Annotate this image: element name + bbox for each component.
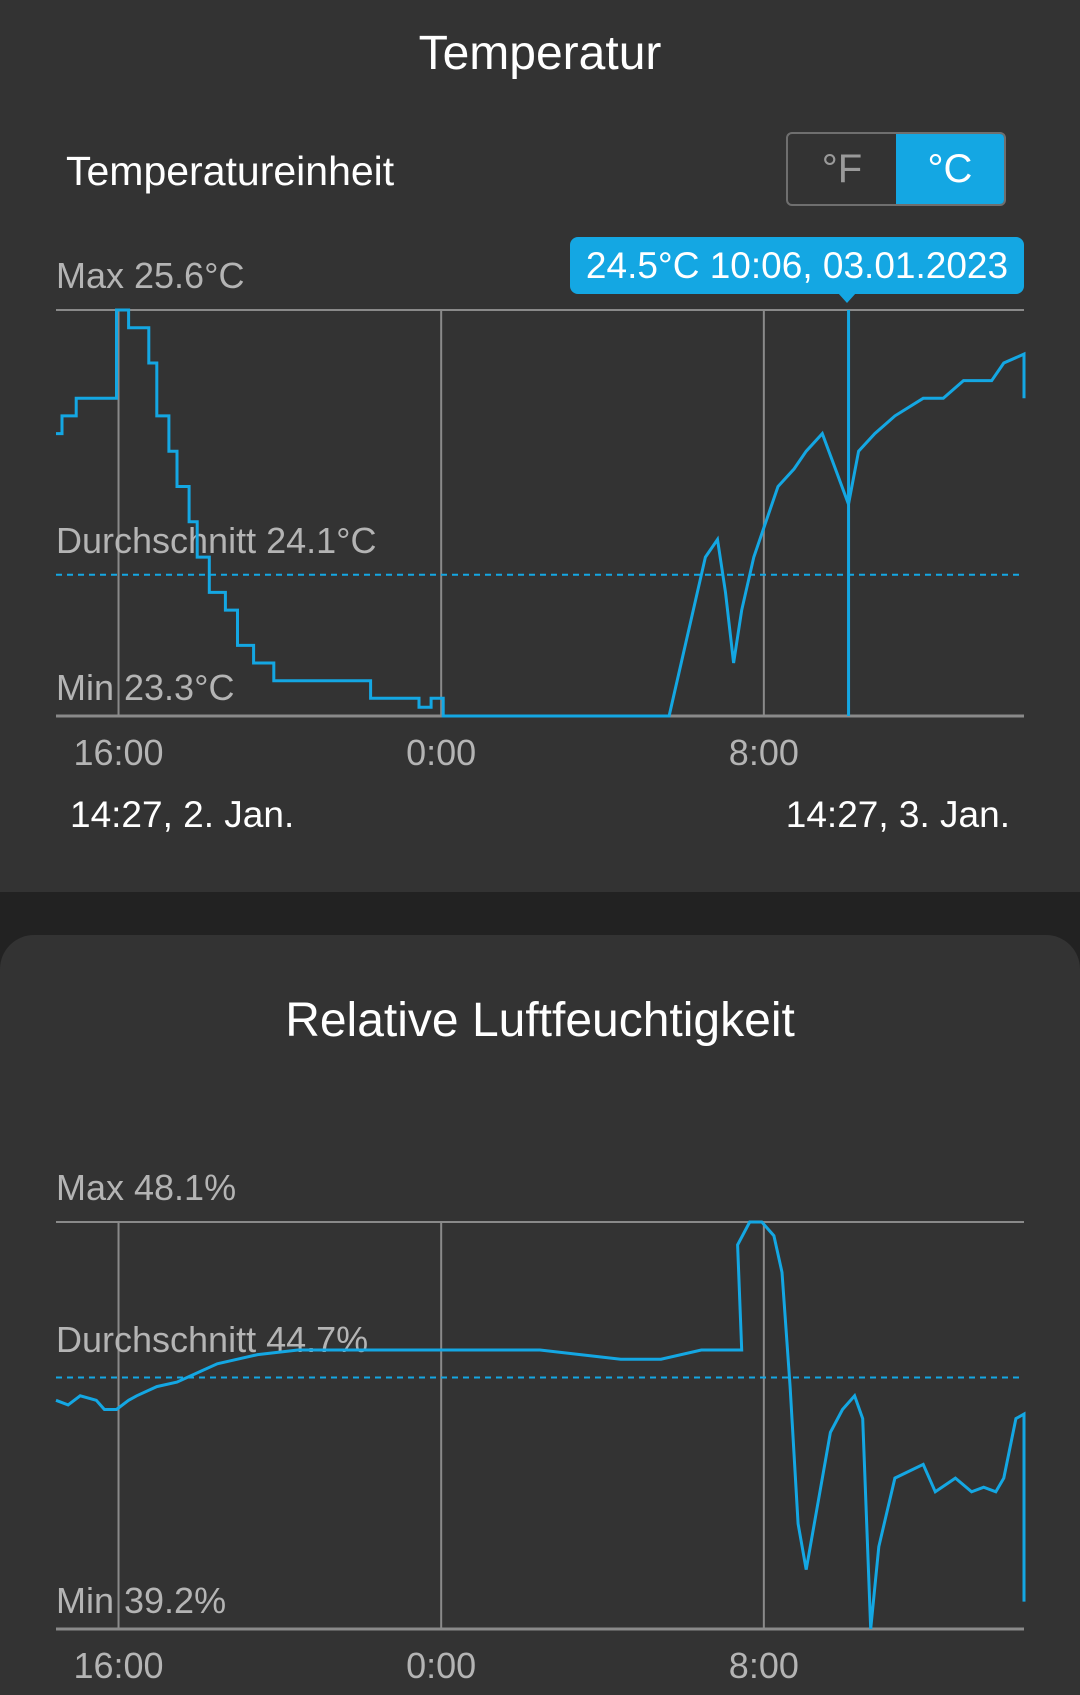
humidity-title: Relative Luftfeuchtigkeit [285, 994, 795, 1047]
humidity-x-tick-label: 0:00 [406, 1645, 476, 1686]
temperature-x-tick-label: 8:00 [729, 732, 799, 773]
temperature-average-label: Durchschnitt 24.1°C [56, 520, 377, 561]
humidity-x-tick-label: 16:00 [73, 1645, 163, 1686]
humidity-series-line [55, 1220, 1026, 1630]
temperature-card: Temperatur Temperatureinheit °F °C 24.5°… [0, 0, 1080, 892]
temperature-x-tick-label: 0:00 [406, 732, 476, 773]
temperature-start-label: 14:27, 2. Jan. [70, 794, 294, 835]
humidity-min-label: Min 39.2% [56, 1580, 226, 1621]
humidity-card: Relative Luftfeuchtigkeit 16:00 0:00 8:00 M… [0, 935, 1080, 1695]
humidity-chart-svg[interactable]: 16:00 0:00 8:00 Max 48.1% Durchschnitt 44.7%… [0, 1015, 1080, 1695]
temperature-unit-toggle[interactable]: °F °C [786, 132, 1006, 206]
humidity-chart[interactable]: 16:00 0:00 8:00 Max 48.1% Durchschnitt 44.7%… [0, 1015, 1080, 1695]
humidity-average-label: Durchschnitt 44.7% [56, 1319, 368, 1360]
temperature-chart[interactable]: 16:00 0:00 8:00 Max 25.6°C Durchschnitt 24.1… [0, 220, 1080, 840]
temperature-x-tick-label: 16:00 [73, 732, 163, 773]
temperature-end-label: 14:27, 3. Jan. [786, 794, 1010, 835]
temperature-chart-svg[interactable]: 16:00 0:00 8:00 Max 25.6°C Durchschnitt 24.1… [0, 220, 1080, 840]
temperature-max-label: Max 25.6°C [56, 255, 244, 296]
humidity-max-label: Max 48.1% [56, 1167, 236, 1208]
temperature-series-line [56, 308, 1026, 718]
tooltip-arrow [838, 293, 856, 303]
temperature-title: Temperatur [418, 27, 662, 80]
temperature-min-label: Min 23.3°C [56, 667, 234, 708]
fahrenheit-option[interactable]: °F [821, 146, 863, 191]
temperature-unit-label: Temperatureinheit [66, 148, 395, 194]
humidity-x-tick-label: 8:00 [729, 1645, 799, 1686]
temperature-tooltip: 24.5°C 10:06, 03.01.2023 [570, 237, 1024, 294]
celsius-option[interactable]: °C [896, 134, 1004, 204]
